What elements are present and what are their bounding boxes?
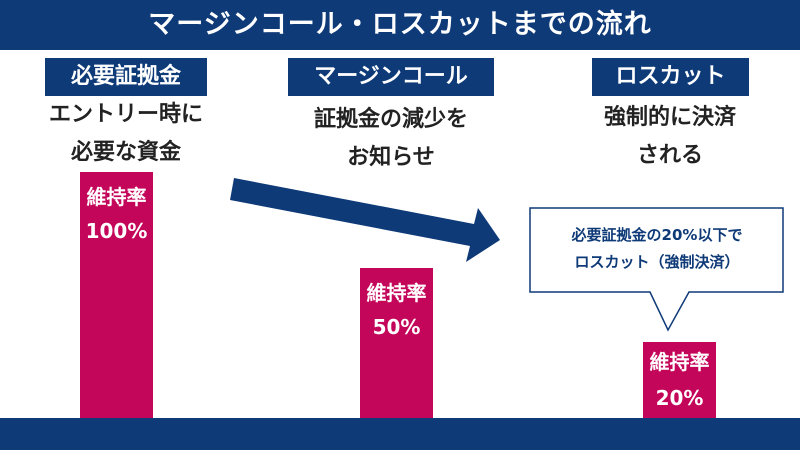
bar-value: 20% xyxy=(655,386,704,410)
callout-bubble xyxy=(529,207,784,332)
desc-loss-cut: 強制的に決済 される xyxy=(570,99,770,175)
bar-title: 維持率 xyxy=(366,281,427,305)
bar-100: 維持率 100% xyxy=(80,172,153,418)
label-margin-call: マージンコール xyxy=(288,58,494,96)
bar-50: 維持率 50% xyxy=(360,268,433,418)
desc-line: 証拠金の減少を xyxy=(313,107,468,132)
arrow-icon xyxy=(230,178,500,262)
callout-text: 必要証拠金の20%以下で ロスカット（強制決済） xyxy=(532,222,782,276)
bar-value: 100% xyxy=(85,219,148,243)
label-loss-cut: ロスカット xyxy=(592,58,749,96)
bar-title: 維持率 xyxy=(649,350,710,374)
page-title: マージンコール・ロスカットまでの流れ xyxy=(0,0,800,50)
desc-line: 強制的に決済 xyxy=(603,105,736,130)
bar-value: 50% xyxy=(372,315,421,339)
callout-line: ロスカット（強制決済） xyxy=(574,253,740,271)
bar-title: 維持率 xyxy=(86,185,147,209)
callout-line: 必要証拠金の20%以下で xyxy=(571,226,743,244)
desc-line: お知らせ xyxy=(347,145,435,170)
label-required-margin: 必要証拠金 xyxy=(45,58,207,96)
desc-required-margin: エントリー時に 必要な資金 xyxy=(20,96,232,172)
desc-line: エントリー時に xyxy=(48,102,203,127)
footer-bar xyxy=(0,418,800,450)
desc-margin-call: 証拠金の減少を お知らせ xyxy=(280,101,502,177)
desc-line: される xyxy=(636,143,703,168)
bar-20: 維持率 20% xyxy=(643,342,716,418)
desc-line: 必要な資金 xyxy=(70,140,181,165)
